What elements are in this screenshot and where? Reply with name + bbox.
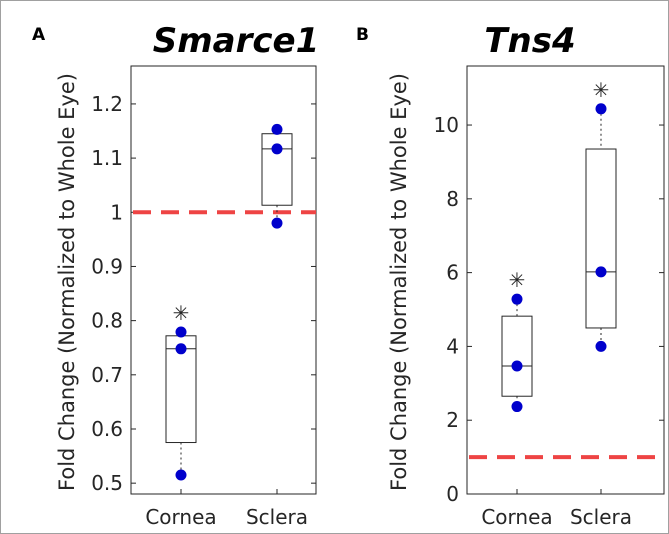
panel-a-data-point: [271, 217, 283, 229]
panel-a-data-point: [175, 343, 187, 355]
panel-b-ytick-label: 6: [446, 261, 459, 285]
panel-a-axes-frame: [130, 65, 317, 495]
panel-a-ytick-label: 1.2: [91, 92, 123, 116]
panel-b-ytick-label: 2: [446, 408, 459, 432]
panel-a-ytick-label: 0.9: [91, 254, 123, 278]
panel-b-letter: B: [356, 25, 369, 45]
panel-b-ytick-label: 10: [434, 113, 459, 137]
panel-b-plot: 0 2 4 6 8 10 Cornea Sclera ✳ ✳: [434, 65, 665, 529]
panel-b-significance-asterisk: ✳: [593, 78, 610, 102]
panel-b-data-point: [511, 401, 523, 413]
panel-a-data-point: [175, 326, 187, 338]
panel-b-ytick-label: 0: [446, 482, 459, 506]
panel-b-ytick-label: 4: [446, 334, 459, 358]
panel-a-ytick-label: 1.1: [91, 146, 123, 170]
panel-b-xtick-label: Cornea: [481, 505, 552, 529]
panel-b-data-point: [511, 360, 523, 372]
panel-b-data-point: [595, 103, 607, 115]
panel-b-box: [501, 315, 533, 397]
panel-b-ytick-label: 8: [446, 187, 459, 211]
panel-a-plot: 0.5 0.6 0.7 0.8 0.9 1 1.1 1.2 Cornea Sclera ✳: [91, 65, 317, 529]
panel-a-ytick-label: 0.5: [91, 471, 123, 495]
panel-b-xtick-label: Sclera: [570, 505, 632, 529]
panel-a-xtick-label: Sclera: [246, 505, 308, 529]
panel-b-data-point: [511, 293, 523, 305]
panel-b-data-point: [595, 266, 607, 278]
panel-b-data-point: [595, 340, 607, 352]
panel-a-ytick-label: 0.8: [91, 309, 123, 333]
panel-a-significance-asterisk: ✳: [173, 301, 190, 325]
panel-a-data-point: [271, 123, 283, 135]
panel-b-box: [585, 148, 617, 329]
panel-a-letter: A: [32, 25, 46, 45]
panel-b-axes-frame: [466, 65, 665, 495]
panel-a-data-point: [175, 469, 187, 481]
panel-a-title: Smarce1: [153, 21, 320, 61]
panel-a-xtick-label: Cornea: [145, 505, 216, 529]
panel-b-significance-asterisk: ✳: [509, 268, 526, 292]
panel-b-ylabel: Fold Change (Normalized to Whole Eye): [387, 73, 411, 491]
panel-a-data-point: [271, 143, 283, 155]
panel-a-ytick-label: 1: [110, 200, 123, 224]
panel-b-title: Tns4: [484, 21, 575, 61]
panel-a-ytick-label: 0.6: [91, 417, 123, 441]
panel-a-ytick-label: 0.7: [91, 363, 123, 387]
panel-a-ylabel: Fold Change (Normalized to Whole Eye): [55, 73, 79, 491]
